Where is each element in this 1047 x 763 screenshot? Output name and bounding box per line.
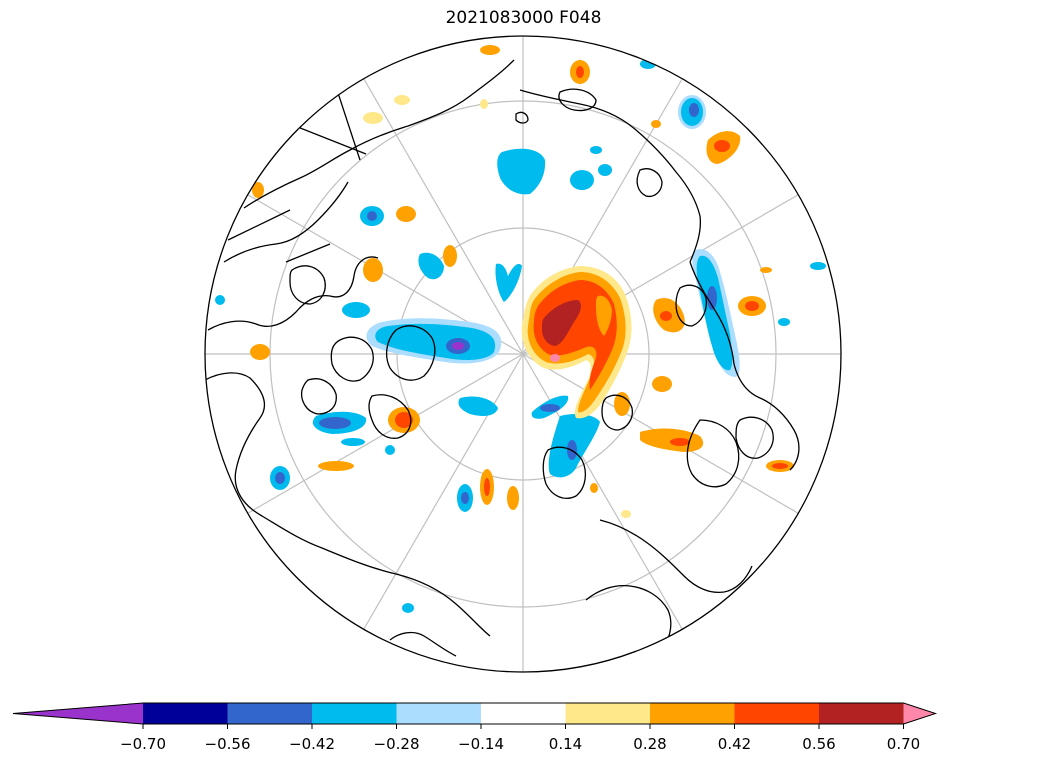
colorbar-segment — [734, 703, 820, 724]
colorbar-tick-label: 0.28 — [633, 735, 667, 753]
colorbar-tick-label: −0.14 — [458, 735, 504, 753]
colorbar-segment — [312, 703, 397, 724]
colorbar-tick-label: −0.42 — [289, 735, 335, 753]
colorbar-tick-label: −0.70 — [120, 735, 166, 753]
colorbar — [12, 702, 938, 729]
colorbar-segment — [819, 703, 904, 724]
positive-anomalies — [250, 45, 794, 518]
colorbar-segment — [650, 703, 735, 724]
colorbar-tick-label: 0.56 — [802, 735, 836, 753]
colorbar-extend-max — [903, 703, 936, 724]
map-title: 2021083000 F048 — [445, 8, 602, 28]
colorbar-segment — [143, 703, 228, 724]
colorbar-segment — [396, 703, 482, 724]
coastlines — [205, 37, 800, 657]
colorbar-segment — [227, 703, 313, 724]
colorbar-tick-label: 0.42 — [717, 735, 752, 753]
colorbar-tick-label: −0.28 — [373, 735, 420, 753]
colorbar-tick-label: 0.70 — [886, 735, 921, 753]
map-disk — [205, 36, 841, 672]
colorbar-tick-label: −0.56 — [204, 735, 251, 753]
colorbar-tick-label: 0.14 — [548, 735, 583, 753]
map-boundary — [204, 35, 842, 673]
colorbar-segment — [565, 703, 651, 724]
colorbar-extend-min — [13, 703, 143, 724]
colorbar-segment — [481, 703, 566, 724]
